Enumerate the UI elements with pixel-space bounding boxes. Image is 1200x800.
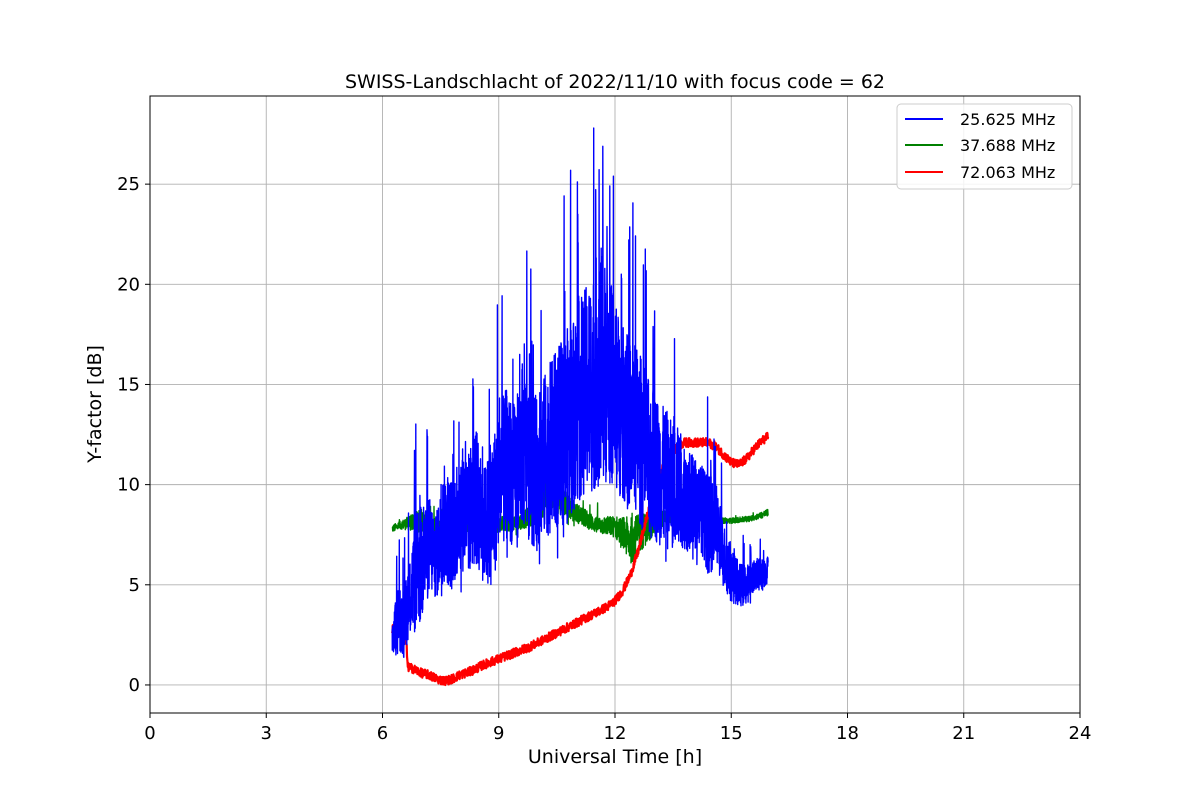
ticks: 0 3 6 9 12 15 18 21 24 0 5 10 15 20 25 (117, 174, 1091, 744)
series-25-625-mhz (391, 127, 769, 658)
chart-title: SWISS-Landschlacht of 2022/11/10 with fo… (345, 71, 885, 93)
x-tick-label: 9 (493, 723, 504, 744)
y-tick-label: 10 (117, 475, 140, 496)
legend-label-25-625: 25.625 MHz (960, 110, 1055, 129)
series-layer (391, 127, 770, 687)
legend: 25.625 MHz 37.688 MHz 72.063 MHz (896, 103, 1073, 190)
y-tick-label: 25 (117, 174, 140, 195)
y-axis-label: Y-factor [dB] (84, 345, 106, 464)
legend-label-72-063: 72.063 MHz (960, 163, 1055, 182)
x-tick-label: 0 (144, 723, 155, 744)
x-tick-label: 6 (377, 723, 388, 744)
x-axis-label: Universal Time [h] (528, 746, 702, 768)
x-tick-label: 21 (952, 723, 975, 744)
x-tick-label: 3 (261, 723, 272, 744)
x-tick-label: 24 (1069, 723, 1092, 744)
legend-label-37-688: 37.688 MHz (960, 136, 1055, 155)
y-tick-label: 15 (117, 374, 140, 395)
x-tick-label: 18 (836, 723, 859, 744)
y-tick-label: 0 (129, 675, 140, 696)
x-tick-label: 12 (604, 723, 627, 744)
x-tick-label: 15 (720, 723, 743, 744)
series-72-063-mhz (391, 431, 770, 687)
y-tick-label: 20 (117, 274, 140, 295)
y-tick-label: 5 (129, 575, 140, 596)
legend-box (896, 103, 1073, 190)
